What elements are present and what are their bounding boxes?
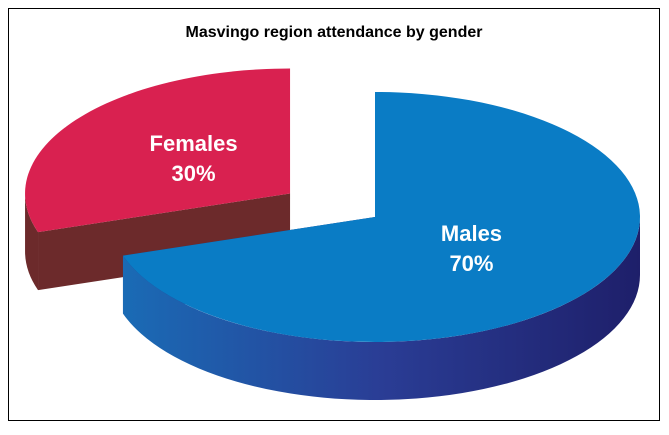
slice-side [122,217,640,401]
slice-label: Males [441,221,502,246]
slice-value-label: 30% [172,161,216,186]
slice-label: Females [150,131,238,156]
slice-value-label: 70% [449,251,493,276]
slice [25,68,291,233]
slice-cut-face [38,193,291,291]
slice-side [25,193,39,291]
slice [122,92,640,342]
chart-title: Masvingo region attendance by gender [186,24,483,41]
